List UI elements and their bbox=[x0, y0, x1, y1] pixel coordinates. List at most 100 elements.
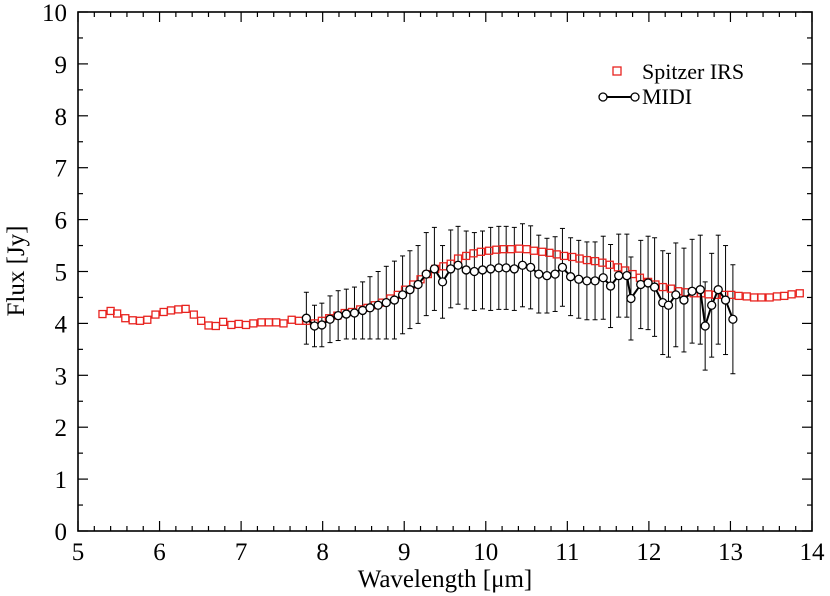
irs-point bbox=[159, 307, 168, 317]
legend-irs-marker bbox=[612, 66, 622, 76]
midi-point bbox=[643, 278, 653, 288]
midi-point bbox=[389, 295, 400, 305]
midi-point bbox=[687, 286, 697, 296]
irs-point bbox=[439, 262, 448, 271]
midi-point bbox=[413, 279, 423, 290]
irs-point bbox=[749, 293, 759, 302]
x-tick-label: 10 bbox=[473, 539, 498, 566]
irs-point bbox=[658, 282, 667, 292]
irs-point bbox=[506, 245, 516, 254]
irs-point bbox=[112, 309, 122, 318]
irs-point bbox=[241, 320, 251, 330]
irs-point bbox=[279, 319, 288, 328]
x-tick-label: 7 bbox=[235, 539, 248, 566]
irs-point bbox=[552, 250, 561, 259]
midi-point bbox=[461, 265, 471, 275]
irs-point bbox=[515, 244, 524, 253]
x-tick-label: 12 bbox=[636, 539, 661, 566]
irs-point bbox=[704, 290, 713, 299]
midi-point bbox=[557, 262, 568, 272]
y-tick-label: 7 bbox=[55, 156, 68, 183]
midi-point bbox=[373, 300, 383, 310]
x-tick-labels: 5 6 7 8 9 10 11 12 13 14 bbox=[72, 539, 825, 566]
midi-point bbox=[671, 290, 681, 300]
y-tick-label: 6 bbox=[55, 208, 68, 235]
midi-point bbox=[437, 277, 448, 287]
legend-midi-marker-right bbox=[630, 92, 640, 102]
midi-point bbox=[550, 269, 560, 279]
x-tick-label: 11 bbox=[555, 539, 579, 566]
irs-point bbox=[734, 291, 743, 301]
irs-point bbox=[757, 293, 766, 302]
y-tick-label: 4 bbox=[55, 311, 68, 338]
irs-point bbox=[249, 319, 258, 328]
x-tick-label: 14 bbox=[800, 539, 826, 566]
midi-point bbox=[679, 295, 689, 305]
y-tick-label: 2 bbox=[55, 415, 68, 442]
irs-point bbox=[204, 321, 213, 330]
x-tick-label: 6 bbox=[153, 539, 166, 566]
midi-error-bars bbox=[303, 223, 736, 375]
midi-point bbox=[582, 276, 592, 286]
midi-point bbox=[397, 290, 408, 300]
midi-point bbox=[317, 320, 327, 330]
midi-point bbox=[695, 285, 705, 295]
midi-point bbox=[429, 264, 440, 274]
irs-point bbox=[529, 246, 539, 255]
midi-point bbox=[598, 273, 608, 283]
irs-point bbox=[196, 316, 206, 325]
irs-point bbox=[135, 316, 145, 325]
midi-point bbox=[325, 314, 335, 324]
irs-point bbox=[294, 316, 304, 325]
y-tick-labels: 0 1 2 3 4 5 6 7 8 9 10 bbox=[42, 0, 68, 546]
x-tick-label: 9 bbox=[398, 539, 411, 566]
irs-point bbox=[605, 260, 614, 269]
x-axis-label: Wavelength [μm] bbox=[358, 566, 533, 593]
midi-point bbox=[421, 269, 431, 279]
midi-point bbox=[574, 274, 584, 284]
irs-point bbox=[287, 315, 296, 324]
irs-point bbox=[128, 316, 137, 325]
midi-point bbox=[713, 285, 723, 295]
irs-point bbox=[559, 251, 569, 261]
midi-point bbox=[333, 310, 343, 321]
midi-point bbox=[590, 276, 600, 286]
midi-point bbox=[341, 309, 351, 319]
midi-point bbox=[605, 281, 616, 291]
irs-point bbox=[598, 258, 607, 267]
y-tick-label: 8 bbox=[55, 104, 68, 131]
legend: Spitzer IRS MIDI bbox=[598, 59, 744, 109]
irs-point bbox=[582, 255, 592, 265]
irs-point bbox=[227, 320, 236, 330]
legend-midi-label: MIDI bbox=[642, 84, 692, 109]
y-tick-label: 9 bbox=[55, 52, 68, 79]
y-tick-label: 0 bbox=[55, 519, 68, 546]
irs-point bbox=[522, 245, 531, 254]
midi-series bbox=[301, 260, 738, 331]
midi-point bbox=[446, 264, 456, 274]
irs-point bbox=[772, 292, 782, 301]
irs-point bbox=[575, 254, 584, 263]
midi-point bbox=[534, 269, 544, 279]
x-tick-label: 5 bbox=[72, 539, 85, 566]
irs-point bbox=[257, 318, 266, 327]
midi-point bbox=[700, 321, 710, 331]
irs-point bbox=[219, 317, 228, 326]
midi-point bbox=[453, 260, 463, 270]
midi-point bbox=[477, 265, 488, 275]
irs-point bbox=[143, 315, 152, 324]
midi-point bbox=[349, 308, 360, 318]
axis-ticks bbox=[77, 11, 813, 532]
y-tick-label: 3 bbox=[55, 363, 68, 390]
midi-point bbox=[622, 271, 632, 281]
y-tick-label: 1 bbox=[55, 467, 68, 494]
midi-point bbox=[663, 300, 674, 310]
midi-point bbox=[517, 260, 528, 270]
midi-point bbox=[469, 266, 480, 277]
irs-point bbox=[121, 314, 130, 323]
irs-point bbox=[211, 321, 220, 331]
irs-point bbox=[787, 290, 796, 299]
irs-point bbox=[264, 318, 273, 327]
midi-point bbox=[301, 313, 312, 323]
